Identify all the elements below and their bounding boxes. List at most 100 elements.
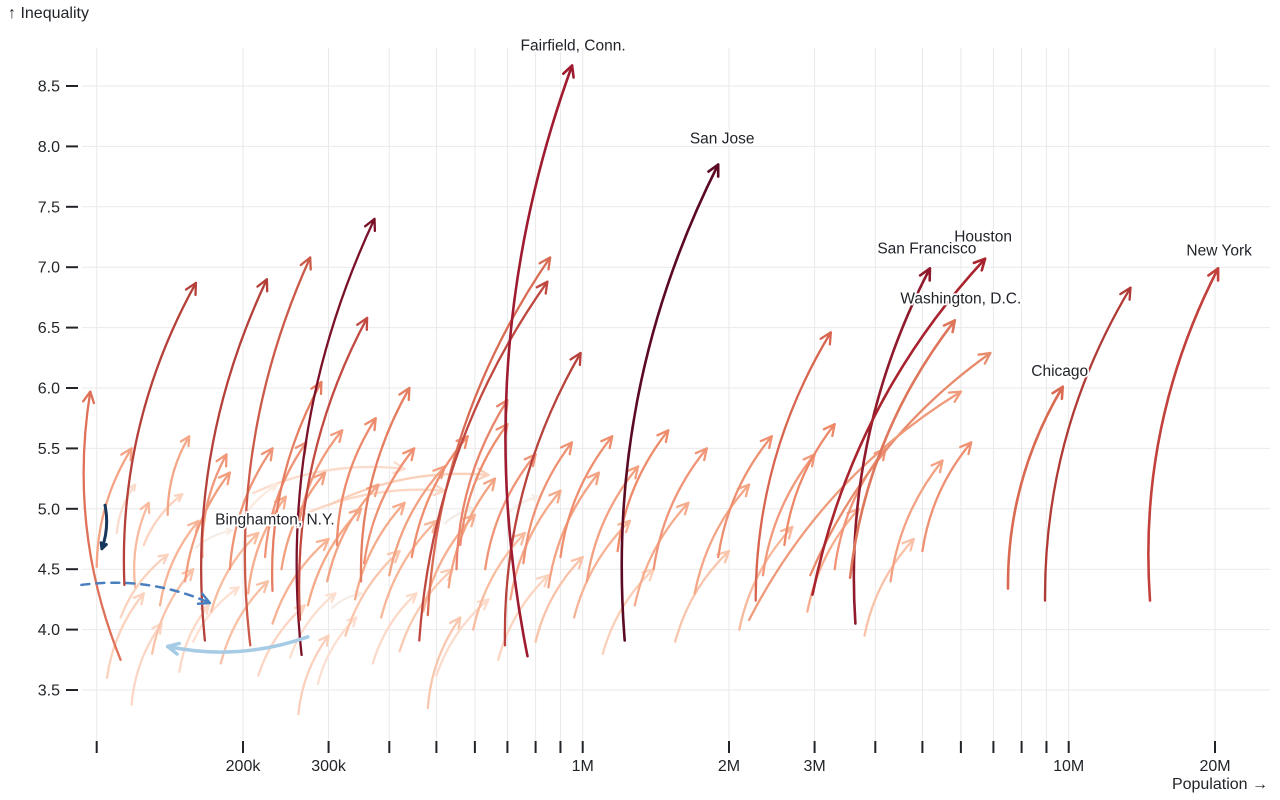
arrowhead (157, 553, 169, 565)
arrow (297, 316, 369, 622)
arrow (717, 435, 773, 559)
x-tick-label: 300k (311, 758, 347, 775)
arrowhead (184, 281, 198, 297)
arrowhead (562, 64, 575, 79)
arrow (380, 519, 438, 619)
arrowhead (315, 537, 330, 552)
arrow (738, 525, 794, 631)
arrowhead (535, 574, 550, 588)
arrow (236, 483, 279, 529)
arrowhead (364, 417, 377, 432)
x-tick-label: 200k (226, 758, 262, 775)
y-tick-label: 5.5 (38, 441, 60, 458)
arrow (459, 423, 509, 547)
arrow (754, 331, 832, 602)
arrowhead (947, 390, 963, 403)
arrowhead (901, 537, 915, 552)
arrowhead (531, 494, 540, 502)
arrow (228, 447, 274, 571)
arrow (316, 616, 358, 686)
arrowhead (299, 256, 312, 271)
y-tick-label: 8.5 (38, 79, 60, 96)
arrowhead (392, 501, 406, 516)
arrow (362, 447, 416, 565)
arrowhead (165, 641, 182, 656)
arrowhead (173, 493, 184, 503)
arrow (863, 537, 915, 637)
arrow (122, 281, 198, 587)
arrowhead (942, 319, 957, 334)
arrow (426, 616, 462, 710)
arrow (166, 435, 191, 516)
arrowhead (310, 380, 323, 396)
arrowhead (225, 527, 234, 536)
arrow (747, 390, 963, 622)
arrow (435, 598, 490, 677)
arrow (270, 380, 323, 593)
arrowhead (82, 390, 96, 405)
arrowhead (462, 513, 477, 528)
arrow (183, 471, 232, 583)
arrowhead (625, 465, 640, 480)
arrow (82, 390, 122, 661)
arrow (326, 483, 380, 583)
arrowhead (538, 256, 552, 271)
arrow (585, 465, 640, 583)
arrowhead (325, 592, 337, 604)
arrow (115, 483, 137, 535)
arrowhead (819, 331, 832, 346)
arrowhead (1051, 385, 1064, 401)
arrowhead (918, 267, 932, 282)
city-label: Houston (954, 229, 1012, 246)
arrow (178, 604, 210, 674)
city-label: San Jose (690, 131, 755, 148)
arrowhead (330, 429, 344, 444)
arrow (327, 472, 490, 507)
arrow (616, 429, 670, 553)
arrowhead (972, 257, 987, 272)
arrowhead (586, 471, 601, 486)
arrow (297, 634, 330, 716)
arrow (119, 553, 169, 619)
arrow (522, 441, 574, 565)
y-tick-label: 8.0 (38, 139, 60, 156)
arrow (809, 351, 992, 577)
arrowhead (246, 531, 260, 545)
arrow (633, 501, 690, 607)
arrowhead (600, 435, 614, 450)
arrow (165, 635, 310, 654)
arrowhead (215, 453, 228, 468)
arrow (484, 453, 537, 571)
x-tick-label: 20M (1199, 758, 1230, 775)
x-axis-title: Population → (1171, 776, 1268, 793)
arrow (201, 453, 228, 559)
arrowhead (217, 471, 232, 486)
x-tick-label: 2M (718, 758, 740, 775)
y-tick-label: 4.5 (38, 562, 60, 579)
arrow (105, 592, 145, 680)
arrow (288, 592, 337, 659)
arrow (295, 217, 376, 657)
y-tick-label: 7.5 (38, 199, 60, 216)
arrow (388, 465, 446, 577)
arrowhead (1119, 286, 1132, 301)
arrow (158, 519, 200, 607)
arrowhead (930, 459, 944, 474)
arrowhead (179, 435, 191, 448)
arrowhead (759, 435, 773, 450)
city-label: San Francisco (877, 240, 976, 257)
arrowhead (548, 489, 562, 504)
arrow (271, 537, 330, 625)
arrowhead (523, 453, 537, 468)
arrowhead (656, 429, 670, 444)
arrow (142, 493, 184, 547)
arrow (371, 592, 418, 665)
arrow (297, 429, 344, 529)
x-tick-label: 1M (572, 758, 594, 775)
arrow (811, 257, 987, 596)
arrowhead (694, 447, 708, 462)
arrow (503, 351, 582, 647)
arrow (443, 507, 477, 525)
x-tick-label: 3M (803, 758, 825, 775)
